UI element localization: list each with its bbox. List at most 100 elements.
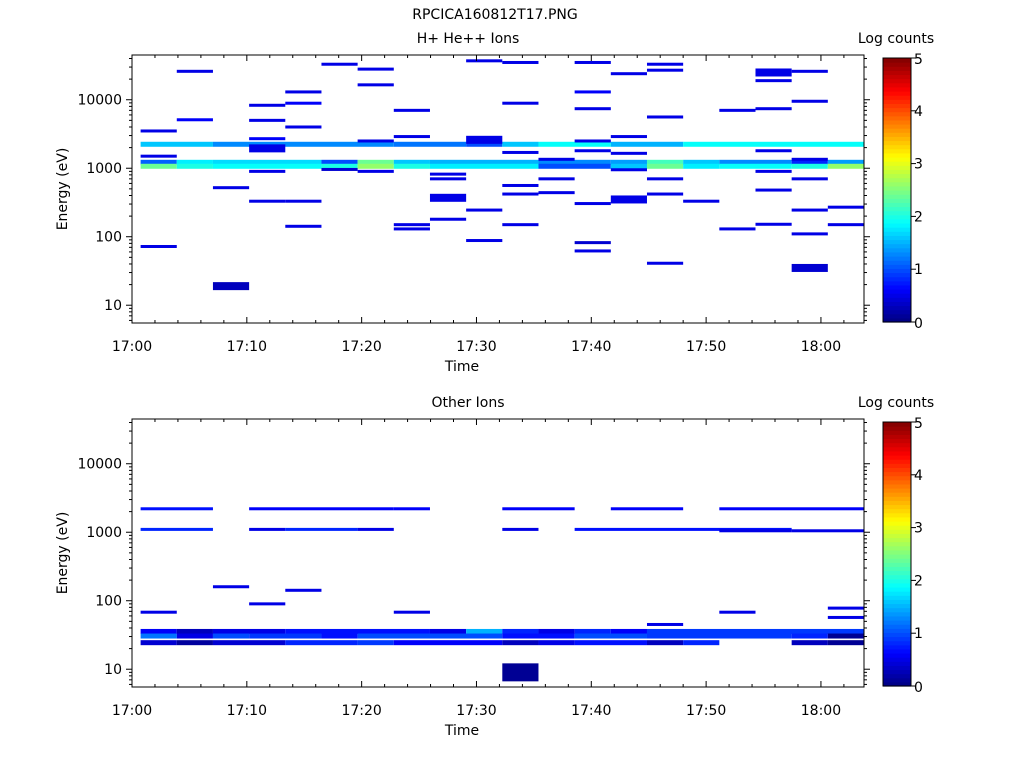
spectrogram-cell — [393, 135, 430, 139]
spectrogram-band-cell — [429, 628, 467, 634]
spectrogram-band-cell — [791, 633, 828, 639]
spectrogram-band-cell — [357, 159, 394, 165]
colorbar-segment — [883, 202, 911, 208]
colorbar-segment — [883, 124, 911, 129]
spectrogram-band-cell — [285, 640, 358, 646]
y-tick-label: 100 — [95, 230, 122, 246]
colorbar-segment — [883, 152, 911, 158]
spectrogram-cell — [502, 150, 539, 154]
spectrogram-cell — [827, 615, 864, 619]
colorbar-segment — [883, 525, 911, 530]
spectrogram-cell — [285, 90, 322, 94]
spectrogram-band-cell — [140, 633, 177, 639]
spectrogram-band-cell — [683, 640, 720, 646]
spectrogram-cell — [574, 107, 611, 111]
spectrogram-cell — [538, 191, 575, 195]
colorbar-segment — [883, 673, 911, 679]
spectrogram-cell — [285, 224, 322, 228]
colorbar-frame — [882, 57, 912, 323]
colorbar-segment — [883, 648, 911, 654]
spectrogram-cell — [646, 261, 684, 265]
colorbar-segment — [883, 313, 911, 319]
spectrogram-cell — [249, 507, 394, 511]
spectrogram-band-cell — [357, 640, 394, 646]
spectrogram-cell — [574, 60, 611, 64]
colorbar-segment — [883, 293, 911, 298]
spectrogram-cell — [610, 507, 684, 511]
colorbar-segment — [883, 58, 911, 63]
colorbar-tick-label: 1 — [914, 262, 923, 278]
x-tick-label: 17:10 — [227, 339, 267, 355]
spectrogram-band-cell — [212, 163, 322, 169]
colorbar-segment — [883, 289, 911, 294]
colorbar-segment — [883, 430, 911, 435]
spectrogram-cell — [249, 103, 286, 107]
colorbar-segment — [883, 521, 911, 526]
spectrogram-band-cell — [249, 633, 322, 639]
spectrogram-cell — [610, 135, 647, 139]
spectrogram-cell — [140, 244, 177, 248]
spectrogram-band-cell — [538, 163, 611, 169]
colorbar-segment — [883, 640, 911, 646]
colorbar-segment — [883, 677, 911, 683]
spectrogram-cell — [574, 249, 611, 253]
spectrogram-cell — [249, 137, 286, 141]
spectrogram-band-cell — [176, 633, 213, 639]
spectrogram-cell — [755, 188, 792, 192]
colorbar-tick-label: 0 — [914, 316, 923, 332]
spectrogram-band-cell — [827, 159, 864, 165]
colorbar-segment — [883, 185, 911, 191]
colorbar-segment — [883, 504, 911, 510]
colorbar-segment — [883, 558, 911, 563]
spectrogram-band-cell — [683, 159, 720, 165]
spectrogram-cell — [502, 192, 539, 196]
spectrogram-band-cell — [610, 163, 647, 169]
colorbar-segment — [883, 566, 911, 572]
spectrogram-cell — [357, 83, 394, 87]
colorbar-segment — [883, 107, 911, 113]
spectrogram-band-cell — [429, 163, 539, 169]
spectrogram-band-cell — [646, 640, 684, 646]
colorbar-segment — [883, 78, 911, 84]
spectrogram-cell — [683, 199, 720, 203]
colorbar-segment — [883, 198, 911, 203]
colorbar-segment — [883, 74, 911, 80]
colorbar-segment — [883, 260, 911, 265]
spectrogram-cell — [140, 527, 213, 531]
spectrogram-band-cell — [719, 159, 792, 165]
colorbar-segment — [883, 169, 911, 175]
spectrogram-band-cell — [140, 163, 177, 169]
spectrogram-cell — [502, 527, 539, 531]
spectrogram-cell — [827, 205, 864, 209]
spectrogram-cell — [502, 60, 539, 64]
colorbar-segment — [883, 591, 911, 596]
colorbar-segment — [883, 305, 911, 311]
spectrogram-band-cell — [140, 141, 213, 147]
spectrogram-cell — [357, 139, 394, 143]
spectrogram-band-cell — [502, 628, 539, 634]
spectrogram-cell — [249, 144, 286, 153]
x-tick-label: 17:20 — [341, 339, 381, 355]
spectrogram-cell — [574, 241, 611, 245]
colorbar-segment — [883, 492, 911, 497]
colorbar-segment — [883, 115, 911, 121]
spectrogram-band-cell — [212, 640, 286, 646]
plot-area — [132, 419, 864, 687]
colorbar-segment — [883, 111, 911, 117]
colorbar-segment — [883, 582, 911, 588]
spectrogram-cell — [285, 101, 322, 105]
colorbar-tick-label: 2 — [914, 573, 923, 589]
colorbar-segment — [883, 128, 911, 133]
spectrogram-band-cell — [212, 141, 394, 147]
spectrogram-cell — [357, 67, 394, 71]
colorbar-segment — [883, 173, 911, 179]
x-tick-label: 17:30 — [456, 703, 496, 719]
colorbar-segment — [883, 574, 911, 580]
colorbar-segment — [883, 426, 911, 431]
spectrogram-band-cell — [502, 633, 575, 639]
spectrogram-band-cell — [466, 141, 503, 147]
spectrogram-band-cell — [791, 159, 828, 165]
colorbar-segment — [883, 554, 911, 559]
y-tick-label: 10 — [104, 662, 122, 678]
spectrogram-cell — [646, 177, 684, 181]
